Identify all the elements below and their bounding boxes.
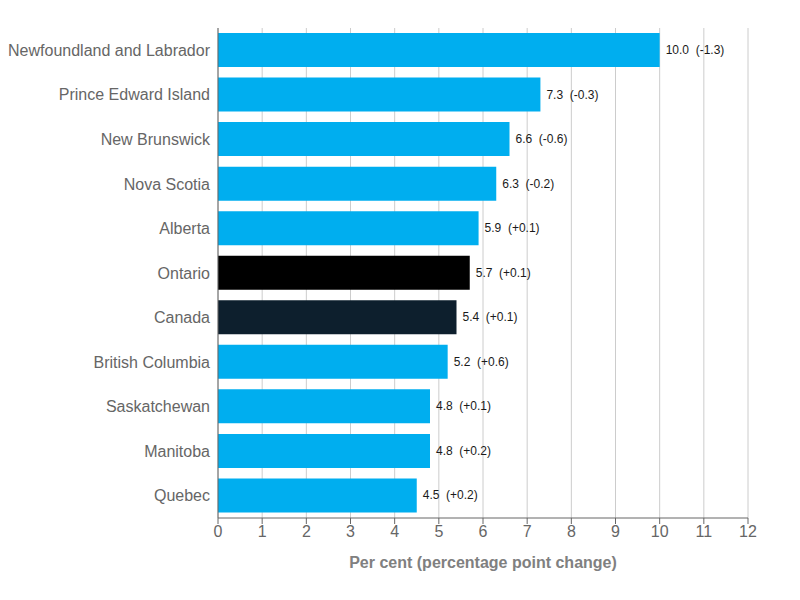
svg-text:12: 12 [739,523,757,540]
svg-text:Nova Scotia: Nova Scotia [124,176,210,193]
svg-text:Prince Edward Island: Prince Edward Island [59,86,210,103]
svg-text:9: 9 [611,523,620,540]
svg-text:Canada: Canada [154,309,210,326]
svg-text:Ontario: Ontario [158,265,211,282]
svg-text:6: 6 [479,523,488,540]
svg-text:Saskatchewan: Saskatchewan [106,398,210,415]
svg-text:8: 8 [567,523,576,540]
svg-text:British Columbia: British Columbia [94,354,211,371]
svg-text:4: 4 [390,523,399,540]
svg-text:4.8 (+0.2): 4.8 (+0.2) [436,444,491,458]
svg-text:1: 1 [258,523,267,540]
svg-text:3: 3 [346,523,355,540]
svg-text:6.3 (-0.2): 6.3 (-0.2) [502,177,554,191]
svg-text:6.6 (-0.6): 6.6 (-0.6) [516,132,568,146]
svg-text:10.0 (-1.3): 10.0 (-1.3) [666,43,725,57]
svg-text:Manitoba: Manitoba [144,443,210,460]
svg-text:4.5 (+0.2): 4.5 (+0.2) [423,488,478,502]
svg-text:10: 10 [651,523,669,540]
svg-text:Alberta: Alberta [159,220,210,237]
svg-text:4.8 (+0.1): 4.8 (+0.1) [436,399,491,413]
svg-text:5.2 (+0.6): 5.2 (+0.6) [454,355,509,369]
svg-text:5.7 (+0.1): 5.7 (+0.1) [476,266,531,280]
svg-text:7: 7 [523,523,532,540]
svg-text:Newfoundland and Labrador: Newfoundland and Labrador [8,42,211,59]
svg-text:2: 2 [302,523,311,540]
svg-text:New Brunswick: New Brunswick [101,131,211,148]
svg-text:Per cent (percentage point cha: Per cent (percentage point change) [349,554,617,571]
svg-text:0: 0 [214,523,223,540]
svg-text:11: 11 [696,523,713,540]
svg-text:5.9 (+0.1): 5.9 (+0.1) [485,221,540,235]
svg-text:5.4 (+0.1): 5.4 (+0.1) [463,310,518,324]
svg-text:7.3 (-0.3): 7.3 (-0.3) [546,88,598,102]
svg-text:5: 5 [434,523,443,540]
svg-text:Quebec: Quebec [154,487,210,504]
